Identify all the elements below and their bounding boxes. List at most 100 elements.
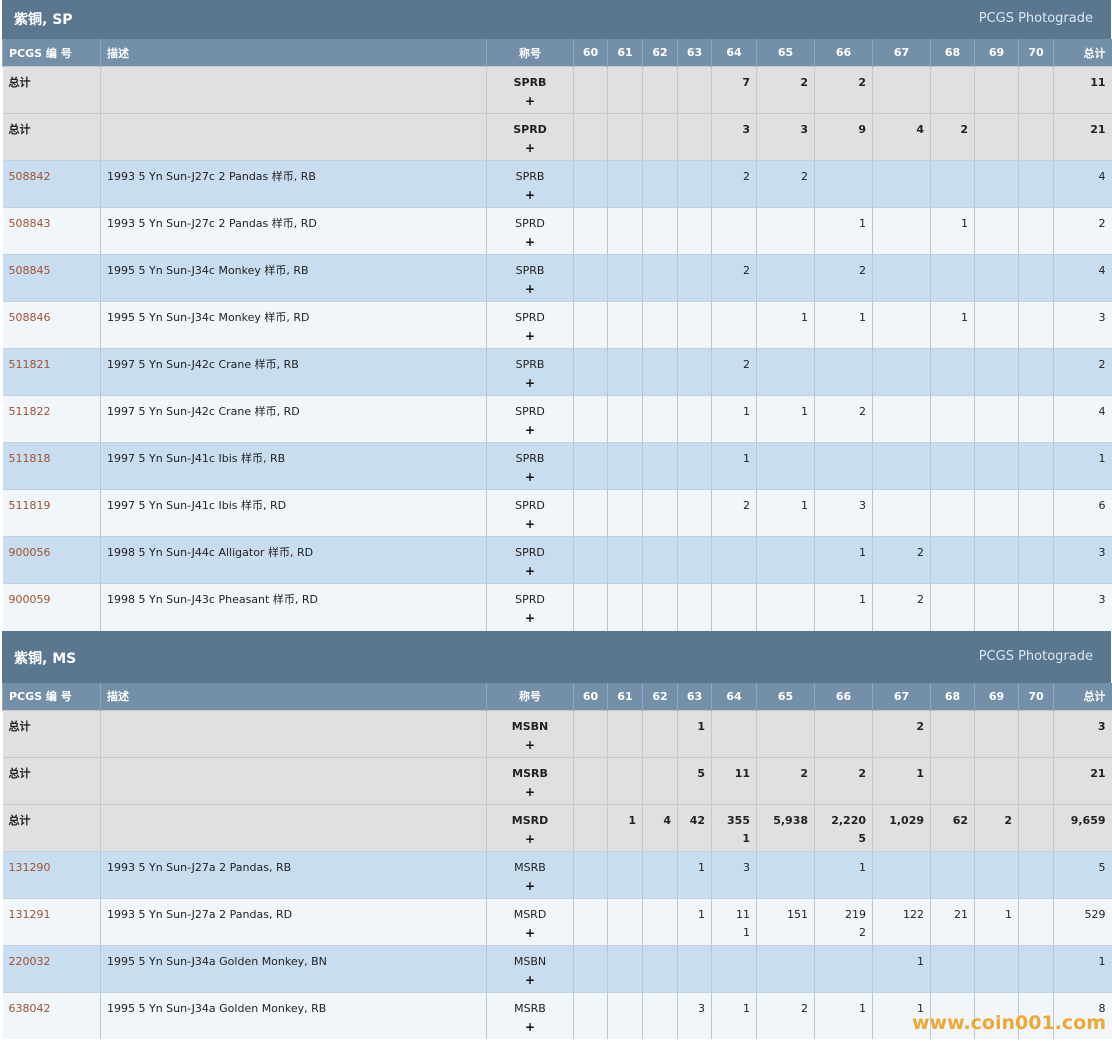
column-header-grade-60[interactable]: 60 (573, 39, 608, 67)
grade-count-68[interactable]: 21 (930, 897, 975, 945)
grade-count-64[interactable]: 1 (711, 442, 757, 490)
grade-count-63[interactable]: 1 (677, 850, 712, 898)
grade-count-63[interactable]: 1 (677, 709, 712, 757)
expand-plus-icon[interactable]: + (524, 517, 536, 531)
pcgs-code-link[interactable]: 508842 (8, 170, 51, 183)
column-header-grade-63[interactable]: 63 (677, 682, 712, 710)
grade-count-66[interactable]: 1 (814, 583, 873, 631)
grade-count-65[interactable]: 2 (756, 991, 815, 1039)
expand-plus-icon[interactable]: + (524, 737, 536, 752)
photograde-link-sp[interactable]: PCGS Photograde (978, 11, 1093, 26)
expand-plus-icon[interactable]: + (524, 282, 536, 296)
grade-count-67[interactable]: 2 (872, 583, 931, 631)
grade-count-64[interactable]: 1 (711, 991, 757, 1039)
pcgs-code-link[interactable]: 508845 (8, 264, 51, 277)
column-header-grade-69[interactable]: 69 (974, 39, 1019, 67)
column-header-grade-65[interactable]: 65 (756, 682, 815, 710)
grade-count-65[interactable]: 2 (756, 756, 815, 804)
column-header-grade-64[interactable]: 64 (711, 682, 757, 710)
column-header-grade-65[interactable]: 65 (756, 39, 815, 67)
expand-plus-icon[interactable]: + (524, 972, 536, 987)
pcgs-code-link[interactable]: 900059 (8, 593, 51, 606)
pcgs-code-link[interactable]: 511818 (8, 452, 51, 465)
pcgs-code-link[interactable]: 508846 (8, 311, 51, 324)
grade-count-64[interactable]: 7 (711, 66, 757, 114)
expand-plus-icon[interactable]: + (524, 784, 536, 799)
pcgs-code-link[interactable]: 220032 (8, 954, 51, 968)
column-header-grade-70[interactable]: 70 (1018, 682, 1054, 710)
grade-count-67[interactable]: 1,029 (872, 803, 931, 851)
expand-plus-icon[interactable]: + (524, 376, 536, 390)
column-header-grade-64[interactable]: 64 (711, 39, 757, 67)
pcgs-code-link[interactable]: 131290 (8, 860, 51, 874)
grade-count-65[interactable]: 5,938 (756, 803, 815, 851)
column-header-grade-60[interactable]: 60 (573, 682, 608, 710)
grade-count-64[interactable]: 2 (711, 489, 757, 537)
column-header-grade-70[interactable]: 70 (1018, 39, 1054, 67)
column-header-grade-67[interactable]: 67 (872, 39, 931, 67)
column-header-grade-61[interactable]: 61 (607, 39, 643, 67)
pcgs-code-link[interactable]: 638042 (8, 1001, 51, 1015)
grade-count-66[interactable]: 1 (814, 850, 873, 898)
grade-count-62[interactable]: 4 (642, 803, 678, 851)
pcgs-code-link[interactable]: 511821 (8, 358, 51, 371)
column-header-grade-69[interactable]: 69 (974, 682, 1019, 710)
pcgs-code-link[interactable]: 131291 (8, 907, 51, 921)
grade-count-66[interactable]: 9 (814, 113, 873, 161)
grade-count-65[interactable]: 1 (756, 301, 815, 349)
grade-count-68[interactable]: 1 (930, 301, 975, 349)
grade-count-63[interactable]: 3 (677, 991, 712, 1039)
grade-count-65[interactable]: 1 (756, 489, 815, 537)
grade-count-65[interactable]: 3 (756, 113, 815, 161)
expand-plus-icon[interactable]: + (524, 188, 536, 202)
expand-plus-icon[interactable]: + (524, 925, 536, 940)
expand-plus-icon[interactable]: + (524, 235, 536, 249)
column-header-grade-61[interactable]: 61 (607, 682, 643, 710)
column-header-grade-62[interactable]: 62 (642, 682, 678, 710)
grade-count-66[interactable]: 2 (814, 395, 873, 443)
expand-plus-icon[interactable]: + (524, 1019, 536, 1034)
grade-count-66[interactable]: 1 (814, 991, 873, 1039)
grade-count-68[interactable]: 62 (930, 803, 975, 851)
expand-plus-icon[interactable]: + (524, 878, 536, 893)
pcgs-code-link[interactable]: 900056 (8, 546, 51, 559)
grade-count-66[interactable]: 2 (814, 66, 873, 114)
grade-count-67[interactable]: 1 (872, 991, 931, 1039)
column-header-grade-62[interactable]: 62 (642, 39, 678, 67)
grade-count-69[interactable]: 1 (974, 897, 1019, 945)
expand-plus-icon[interactable]: + (524, 94, 536, 108)
grade-count-68[interactable]: 2 (930, 113, 975, 161)
grade-count-63[interactable]: 1 (677, 897, 712, 945)
grade-count-64[interactable]: 11 (711, 756, 757, 804)
expand-plus-icon[interactable]: + (524, 329, 536, 343)
expand-plus-icon[interactable]: + (524, 564, 536, 578)
expand-plus-icon[interactable]: + (524, 831, 536, 846)
photograde-link-ms[interactable]: PCGS Photograde (978, 648, 1093, 664)
column-header-grade-66[interactable]: 66 (814, 39, 873, 67)
grade-count-69[interactable]: 2 (974, 803, 1019, 851)
column-header-grade-67[interactable]: 67 (872, 682, 931, 710)
grade-count-67[interactable]: 2 (872, 536, 931, 584)
grade-count-64[interactable]: 2 (711, 348, 757, 396)
grade-count-64[interactable]: 1 (711, 395, 757, 443)
grade-count-64[interactable]: 3 (711, 113, 757, 161)
grade-count-67[interactable]: 1 (872, 944, 931, 992)
grade-count-64[interactable]: 3 (711, 850, 757, 898)
column-header-grade-68[interactable]: 68 (930, 39, 975, 67)
grade-count-66[interactable]: 2 (814, 756, 873, 804)
grade-count-67[interactable]: 1 (872, 756, 931, 804)
grade-count-68[interactable]: 1 (930, 207, 975, 255)
expand-plus-icon[interactable]: + (524, 141, 536, 155)
grade-count-67[interactable]: 122 (872, 897, 931, 945)
grade-count-64[interactable]: 2 (711, 254, 757, 302)
grade-count-65[interactable]: 1 (756, 395, 815, 443)
grade-count-64[interactable]: 355 1 (711, 803, 757, 851)
expand-plus-icon[interactable]: + (524, 611, 536, 625)
grade-count-66[interactable]: 219 2 (814, 897, 873, 945)
grade-count-66[interactable]: 1 (814, 207, 873, 255)
pcgs-code-link[interactable]: 511819 (8, 499, 51, 512)
column-header-grade-63[interactable]: 63 (677, 39, 712, 67)
grade-count-67[interactable]: 2 (872, 709, 931, 757)
grade-count-66[interactable]: 2 (814, 254, 873, 302)
grade-count-64[interactable]: 11 1 (711, 897, 757, 945)
